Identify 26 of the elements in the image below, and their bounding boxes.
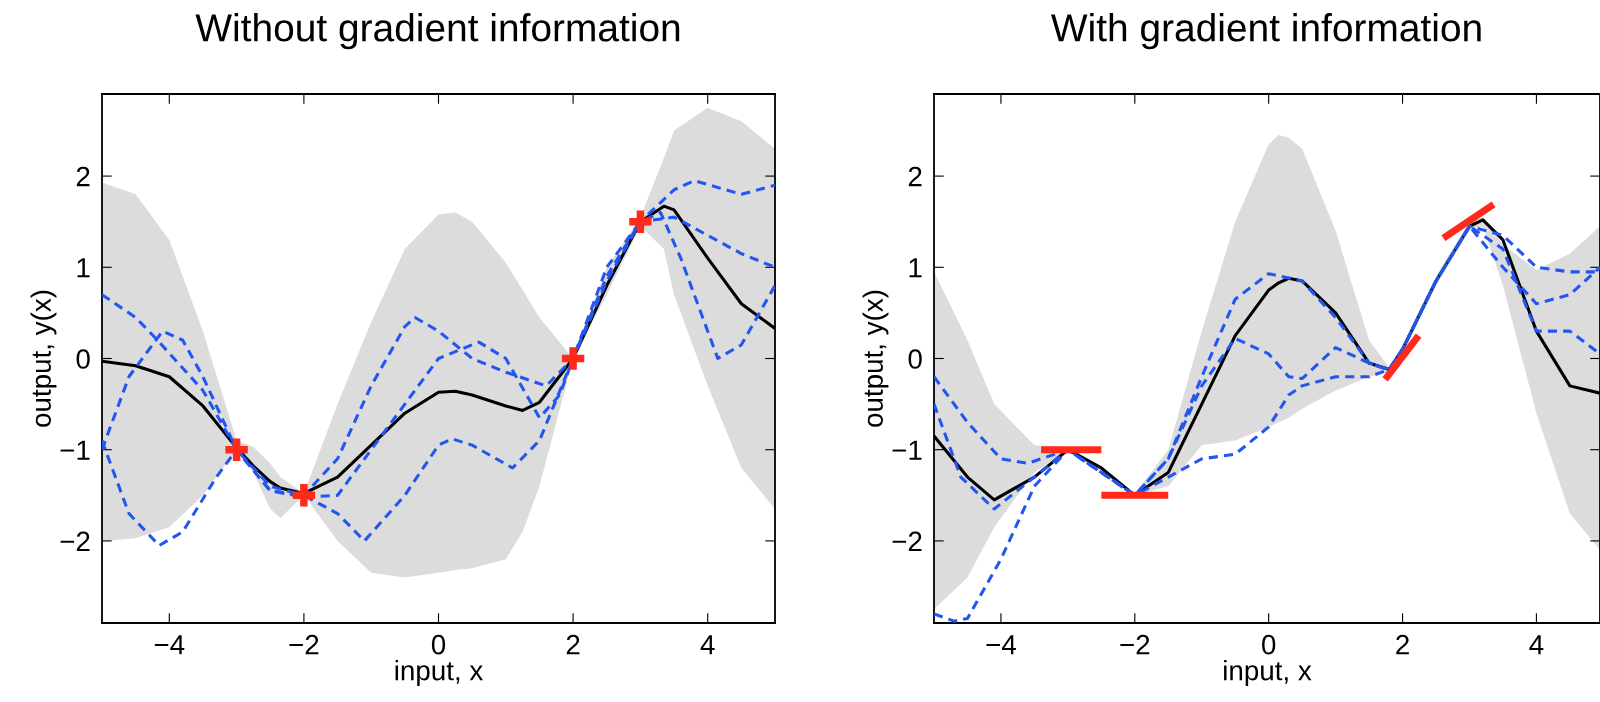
x-axis-title: input, x [395,660,483,686]
y-axis-title: output, y(x) [862,290,889,427]
x-tick-label: −4 [154,635,185,655]
y-tick-label: −2 [892,531,922,551]
y-tick-label: 2 [908,166,922,187]
x-tick-label: −2 [289,634,319,655]
x-tick-label: 2 [566,634,580,655]
y-axis-title: output, y(x) [30,290,57,427]
y-tick-label: 1 [909,258,922,278]
y-tick-label: −1 [892,440,922,460]
y-tick-label: −2 [60,531,90,551]
chart-title: Without gradient information [195,13,680,50]
x-axis-title: input, x [1224,660,1312,686]
y-tick-label: 0 [908,349,922,369]
x-tick-label: 0 [431,634,446,655]
x-tick-label: 2 [1396,634,1409,655]
y-tick-label: 0 [76,349,90,369]
x-tick-label: −2 [1120,634,1150,655]
y-tick-label: 1 [77,258,90,278]
x-tick-label: 0 [1262,634,1276,655]
y-tick-label: 2 [76,166,90,187]
y-tick-label: −1 [60,440,90,460]
x-tick-label: −4 [986,635,1016,655]
x-tick-label: 4 [1529,635,1544,655]
x-tick-label: 4 [700,635,715,655]
chart-title: With gradient information [1051,13,1481,50]
